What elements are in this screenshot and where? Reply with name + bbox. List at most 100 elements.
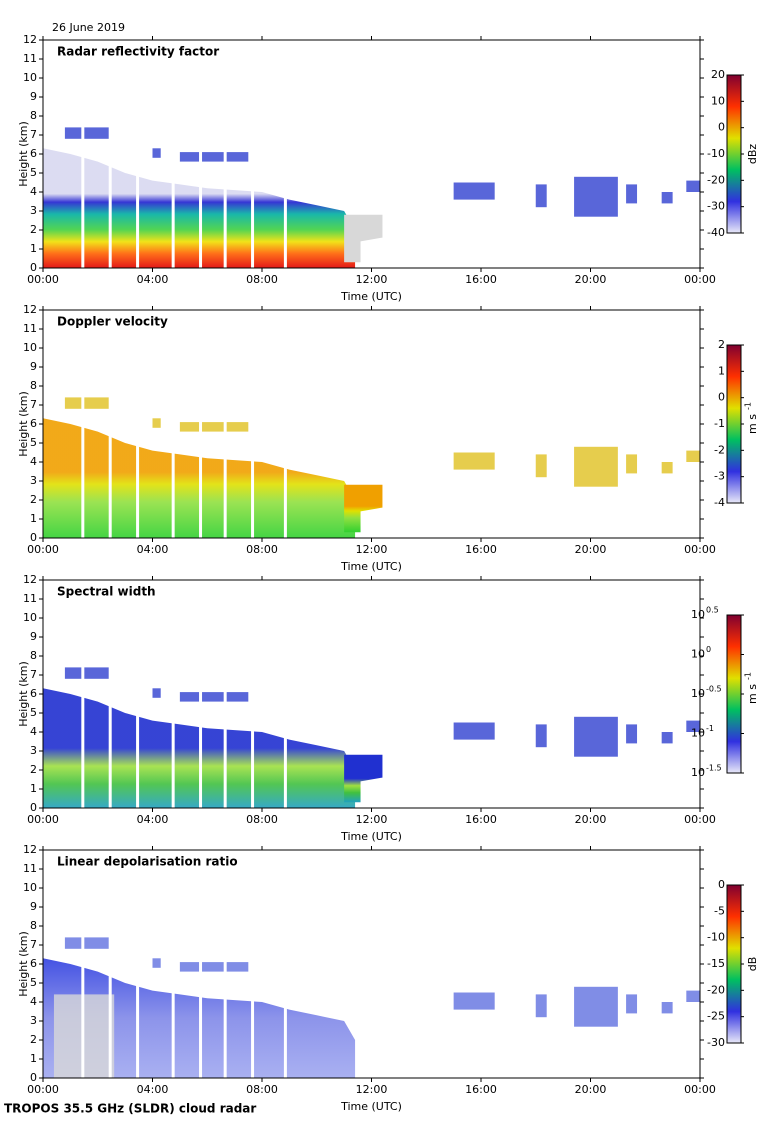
panel-title: Linear depolarisation ratio [57, 855, 238, 869]
echo-region [574, 176, 618, 217]
echo-region [686, 450, 700, 462]
y-tick-label: 3 [30, 204, 37, 217]
x-tick-label: 20:00 [575, 1083, 607, 1096]
y-tick-label: 2 [30, 493, 37, 506]
panel-title: Spectral width [57, 585, 156, 599]
colorbar-tick-label: 0 [718, 878, 725, 891]
y-tick-label: 5 [30, 436, 37, 449]
data-gap [108, 40, 112, 268]
echo-region [152, 418, 161, 428]
colorbar-tick-label: -40 [707, 226, 725, 239]
colorbar-tick-label: 10 [691, 648, 705, 661]
x-axis-label: Time (UTC) [340, 830, 402, 843]
colorbar-tick-label: 10 [691, 766, 705, 779]
colorbar [726, 344, 742, 504]
data-gap [199, 40, 203, 268]
y-axis-label: Height (km) [17, 391, 30, 457]
echo-region [179, 962, 249, 972]
colorbar-label: m s [746, 414, 759, 434]
data-gap [81, 580, 85, 808]
echo-region [661, 192, 673, 204]
y-tick-label: 6 [30, 687, 37, 700]
y-tick-label: 8 [30, 649, 37, 662]
colorbar-tick-label: -5 [714, 904, 725, 917]
echo-region [535, 724, 547, 748]
colorbar-label: dBz [746, 144, 759, 165]
x-tick-label: 16:00 [465, 273, 497, 286]
data-gap [108, 310, 112, 538]
data-gap [283, 40, 287, 268]
data-gap [136, 850, 140, 1078]
y-tick-label: 6 [30, 147, 37, 160]
panel-title: Doppler velocity [57, 315, 168, 329]
data-gap [108, 580, 112, 808]
colorbar-tick-exponent: 0.5 [706, 606, 719, 615]
colorbar-tick-label: 20 [711, 68, 725, 81]
x-tick-label: 08:00 [246, 813, 278, 826]
y-tick-label: 5 [30, 976, 37, 989]
data-gap [223, 40, 227, 268]
colorbar-tick-label: -30 [707, 200, 725, 213]
colorbar-tick-label: -30 [707, 1036, 725, 1049]
x-tick-label: 04:00 [137, 543, 169, 556]
colorbar-tick-label: -2 [714, 443, 725, 456]
footer: TROPOS 35.5 GHz (SLDR) cloud radar [4, 1102, 256, 1116]
colorbar-tick-label: -15 [707, 957, 725, 970]
echo-region [574, 716, 618, 757]
echo-region [626, 184, 638, 204]
y-tick-label: 2 [30, 763, 37, 776]
data-gap [136, 580, 140, 808]
x-tick-label: 16:00 [465, 1083, 497, 1096]
echo-region [535, 994, 547, 1018]
colorbar-tick-label: 10 [691, 687, 705, 700]
data-gap [251, 850, 255, 1078]
echo-region [574, 446, 618, 487]
y-tick-label: 5 [30, 706, 37, 719]
y-tick-label: 9 [30, 900, 37, 913]
x-tick-label: 00:00 [684, 813, 716, 826]
echo-region [574, 986, 618, 1027]
colorbar-tick-exponent: 0 [706, 645, 711, 654]
x-tick-label: 00:00 [27, 273, 59, 286]
data-gap [199, 310, 203, 538]
echo-region [179, 692, 249, 702]
x-tick-label: 12:00 [356, 1083, 388, 1096]
x-tick-label: 00:00 [27, 813, 59, 826]
echo-region [152, 958, 161, 968]
x-tick-label: 16:00 [465, 813, 497, 826]
echo-region [344, 484, 383, 533]
colorbar-label: m s [746, 684, 759, 704]
echo-region [626, 994, 638, 1014]
y-tick-label: 6 [30, 417, 37, 430]
echo-region [661, 462, 673, 474]
colorbar-tick-label: 0 [718, 121, 725, 134]
y-tick-label: 1 [30, 242, 37, 255]
y-tick-label: 7 [30, 668, 37, 681]
echo-region [686, 180, 700, 192]
y-tick-label: 0 [30, 801, 37, 814]
y-tick-label: 8 [30, 379, 37, 392]
x-tick-label: 04:00 [137, 1083, 169, 1096]
data-gap [81, 850, 85, 1078]
colorbar [726, 74, 742, 234]
y-tick-label: 5 [30, 166, 37, 179]
echo-region [152, 688, 161, 698]
y-tick-label: 7 [30, 938, 37, 951]
x-tick-label: 04:00 [137, 273, 169, 286]
y-tick-label: 2 [30, 223, 37, 236]
x-axis-label: Time (UTC) [340, 560, 402, 573]
y-tick-label: 0 [30, 531, 37, 544]
data-gap [223, 850, 227, 1078]
y-tick-label: 3 [30, 474, 37, 487]
x-tick-label: 12:00 [356, 273, 388, 286]
x-tick-label: 08:00 [246, 1083, 278, 1096]
y-tick-label: 10 [23, 341, 37, 354]
x-axis-label: Time (UTC) [340, 1100, 402, 1113]
date: 26 June 2019 [52, 21, 125, 34]
x-tick-label: 20:00 [575, 543, 607, 556]
echo-region [179, 422, 249, 432]
data-gap [171, 850, 175, 1078]
y-tick-label: 1 [30, 782, 37, 795]
y-tick-label: 4 [30, 185, 37, 198]
y-axis-label: Height (km) [17, 661, 30, 727]
